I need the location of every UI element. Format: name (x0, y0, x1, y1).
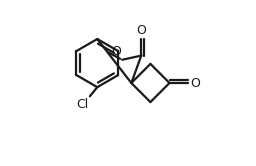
Text: Cl: Cl (77, 98, 89, 111)
Text: O: O (136, 24, 146, 37)
Text: O: O (111, 45, 121, 58)
Text: O: O (190, 77, 200, 89)
